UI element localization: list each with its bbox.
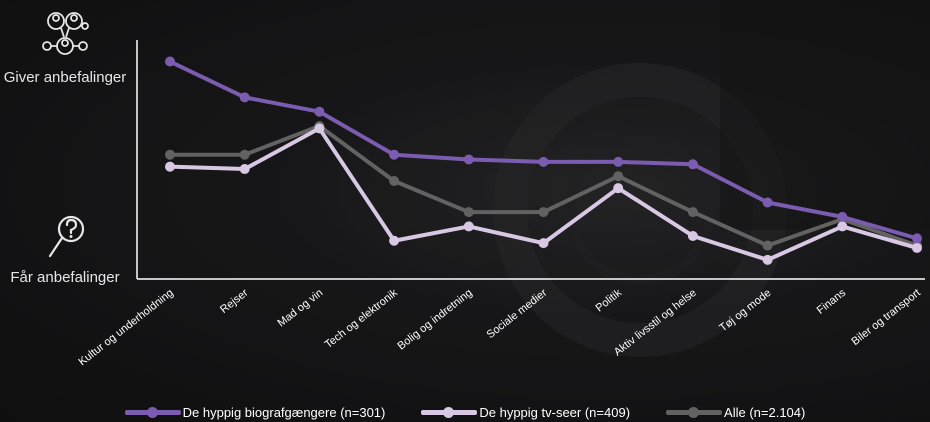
- faar-label: Får anbefalinger: [10, 269, 120, 286]
- series-de-hyppig-tv-point: [762, 254, 773, 265]
- series-de-hyppig-tv-point: [463, 221, 474, 232]
- series-de-hyppig-biografg-point: [538, 156, 549, 167]
- x-tick-label: Finans: [815, 287, 849, 317]
- series-alle-n-2-point: [687, 207, 698, 218]
- magnifier-question-icon: [48, 215, 85, 258]
- series-de-hyppig-biografg-point: [613, 156, 624, 167]
- series-de-hyppig-tv-point: [613, 183, 624, 194]
- series-de-hyppig-biografg-point: [687, 159, 698, 170]
- legend-item-tv-seer: De hyppig tv-seer (n=409): [421, 405, 630, 420]
- series-de-hyppig-biografg-point: [314, 106, 325, 117]
- series-de-hyppig-tv-point: [239, 164, 250, 175]
- series-alle-n-2-point: [538, 207, 549, 218]
- x-tick-label: Biler og transport: [849, 287, 922, 348]
- x-tick-label: Politik: [594, 287, 625, 315]
- x-tick-label: Mad og vin: [275, 287, 325, 330]
- series-de-hyppig-tv-point: [912, 242, 922, 253]
- legend: De hyppig biografgængere (n=301) De hypp…: [0, 402, 930, 422]
- series-de-hyppig-biografg-point: [837, 211, 848, 222]
- series-de-hyppig-tv-point: [538, 238, 549, 249]
- legend-label-tv-seer: De hyppig tv-seer (n=409): [479, 404, 631, 420]
- series-alle-n-2-point: [613, 171, 624, 182]
- legend-label-alle: Alle (n=2.104): [724, 404, 806, 420]
- series-de-hyppig-biografg-point: [389, 149, 400, 160]
- series-de-hyppig-biografg-point: [165, 56, 175, 67]
- x-tick-label: Aktiv livsstil og helse: [612, 287, 699, 359]
- x-tick-label: Sociale medier: [485, 287, 550, 341]
- series-alle-n-2-point: [463, 207, 474, 218]
- series-alle-n-2-point: [762, 240, 773, 251]
- x-tick-label: Tøj og mode: [717, 287, 773, 334]
- legend-item-biografgaengere: De hyppig biografgængere (n=301): [124, 404, 386, 420]
- legend-item-alle: Alle (n=2.104): [666, 405, 805, 420]
- giver-label: Giver anbefalinger: [3, 69, 127, 86]
- x-tick-label: Tech og elektronik: [323, 287, 401, 351]
- legend-swatch-biografgaengere: [124, 406, 181, 418]
- series-de-hyppig-tv-point: [687, 230, 698, 241]
- series-de-hyppig-tv-point: [837, 221, 848, 232]
- series-de-hyppig-biografg-point: [239, 92, 250, 103]
- series-layer: [165, 56, 922, 265]
- series-alle-n-2-point: [239, 149, 250, 160]
- people-network-icon: [42, 12, 89, 55]
- series-de-hyppig-tv-point: [389, 235, 400, 246]
- series-alle-n-2-point: [165, 149, 175, 160]
- legend-swatch-alle: [666, 406, 723, 418]
- line-chart: Kultur og underholdning Rejser Mad og vinT…: [76, 40, 925, 369]
- series-de-hyppig-biografg-point: [762, 197, 773, 208]
- series-de-hyppig-tv-point: [165, 161, 175, 172]
- series-alle-n-2-line: [170, 124, 918, 248]
- series-de-hyppig-biografg-point: [463, 154, 474, 165]
- giver-block: Giver anbefalinger: [0, 6, 130, 86]
- legend-label-biografgaengere: De hyppig biografgængere (n=301): [182, 404, 386, 420]
- x-tick-labels: Kultur og underholdning Rejser Mad og vinT…: [76, 287, 922, 369]
- series-alle-n-2-point: [389, 176, 400, 187]
- x-tick-label: Bolig og indretning: [395, 287, 474, 353]
- x-tick-label: Kultur og underholdning: [76, 287, 175, 368]
- faar-block: Får anbefalinger: [0, 212, 130, 286]
- series-de-hyppig-tv-point: [314, 123, 325, 134]
- legend-swatch-tv-seer: [421, 406, 478, 418]
- series-de-hyppig-biografg-point: [912, 233, 922, 244]
- x-tick-label: Rejser: [218, 287, 251, 316]
